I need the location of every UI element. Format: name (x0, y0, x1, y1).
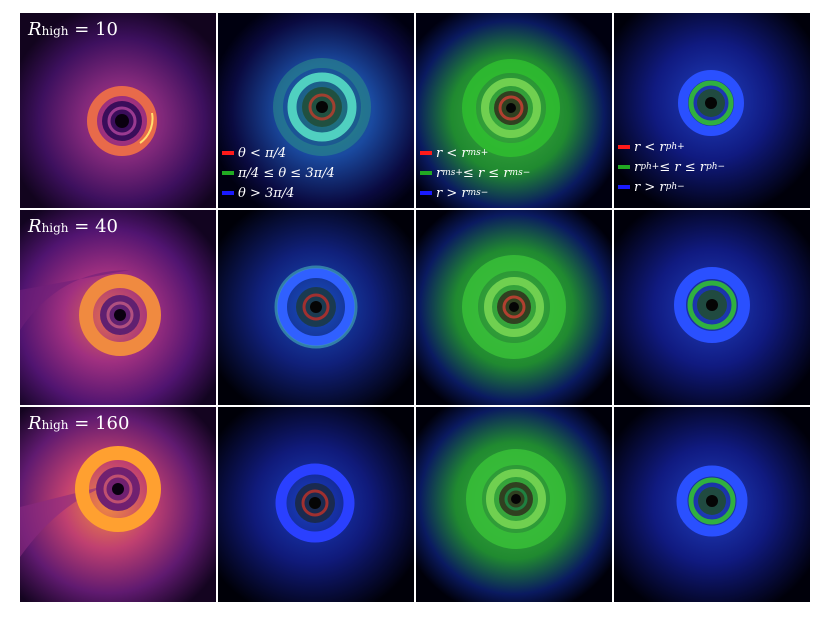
inferno-image (20, 210, 216, 405)
red-swatch (420, 151, 432, 155)
rph-image (614, 13, 810, 208)
rms-image (416, 407, 612, 602)
rph-image (614, 210, 810, 405)
image-grid: Rhigh = 10 θ < π/4 (20, 13, 812, 605)
panel-r3-c1: Rhigh = 160 (20, 407, 216, 602)
panel-r2-c1: Rhigh = 40 (20, 210, 216, 405)
inferno-image (20, 407, 216, 602)
legend-theta: θ < π/4 π/4 ≤ θ ≤ 3π/4 θ > 3π/4 (222, 143, 335, 203)
panel-r1-c1: Rhigh = 10 (20, 13, 216, 208)
red-swatch (618, 145, 630, 149)
panel-r3-c2 (218, 407, 414, 602)
legend-entry: θ > 3π/4 (222, 183, 335, 203)
legend-entry: θ < π/4 (222, 143, 335, 163)
legend-entry: r < r ms+ (420, 143, 530, 163)
legend-entry: r ph+ ≤ r ≤ r ph− (618, 157, 725, 177)
rph-image (614, 407, 810, 602)
inferno-image (20, 13, 216, 208)
panel-r3-c3 (416, 407, 612, 602)
panel-r2-c2 (218, 210, 414, 405)
panel-r2-c3 (416, 210, 612, 405)
legend-entry: π/4 ≤ θ ≤ 3π/4 (222, 163, 335, 183)
rms-image (416, 13, 612, 208)
theta-image (218, 210, 414, 405)
blue-swatch (618, 185, 630, 189)
blue-swatch (420, 191, 432, 195)
legend-entry: r > r ph− (618, 177, 725, 197)
green-swatch (420, 171, 432, 175)
legend-rph: r < r ph+ r ph+ ≤ r ≤ r ph− r > r ph− (618, 137, 725, 197)
theta-image (218, 13, 414, 208)
panel-r3-c4 (614, 407, 810, 602)
legend-rms: r < r ms+ r ms+ ≤ r ≤ r ms− r > r ms− (420, 143, 530, 203)
row-label-r2: Rhigh = 40 (28, 216, 118, 237)
blue-swatch (222, 191, 234, 195)
green-swatch (222, 171, 234, 175)
row-label-r1: Rhigh = 10 (28, 19, 118, 40)
panel-r1-c2: θ < π/4 π/4 ≤ θ ≤ 3π/4 θ > 3π/4 (218, 13, 414, 208)
row-label-r3: Rhigh = 160 (28, 413, 130, 434)
red-swatch (222, 151, 234, 155)
legend-entry: r ms+ ≤ r ≤ r ms− (420, 163, 530, 183)
theta-image (218, 407, 414, 602)
panel-r1-c3: r < r ms+ r ms+ ≤ r ≤ r ms− r > r ms− (416, 13, 612, 208)
green-swatch (618, 165, 630, 169)
legend-entry: r > r ms− (420, 183, 530, 203)
legend-entry: r < r ph+ (618, 137, 725, 157)
panel-r2-c4 (614, 210, 810, 405)
panel-r1-c4: r < r ph+ r ph+ ≤ r ≤ r ph− r > r ph− (614, 13, 810, 208)
rms-image (416, 210, 612, 405)
